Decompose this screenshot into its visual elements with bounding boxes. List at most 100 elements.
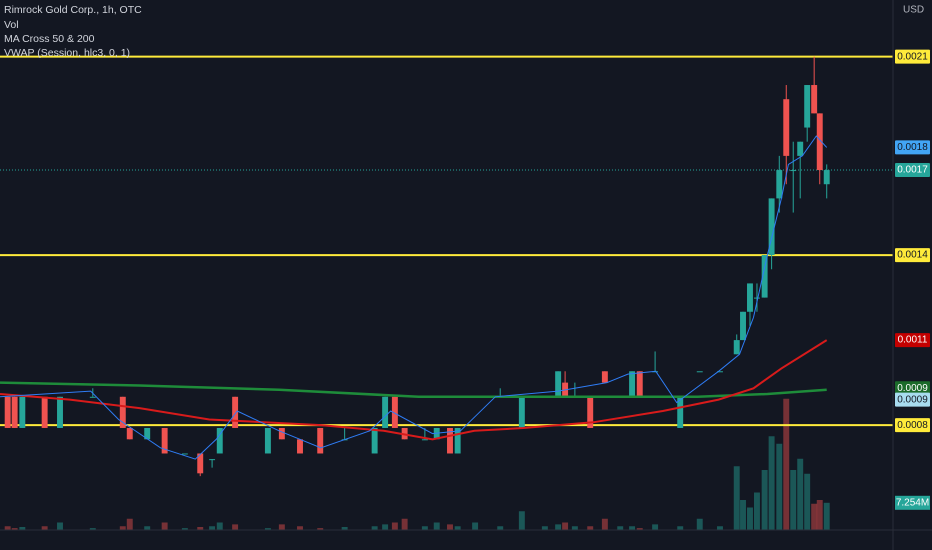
volume-bar	[571, 526, 578, 530]
candle-body	[747, 283, 753, 312]
candle-body	[768, 198, 775, 256]
candle-body	[57, 396, 63, 428]
price-label: 0.0009	[897, 383, 928, 394]
volume-bar	[811, 503, 818, 530]
candle-body	[181, 453, 188, 455]
price-label-bg	[895, 333, 930, 348]
volume-bar	[57, 522, 63, 530]
volume-bar	[497, 526, 504, 530]
volume-bar	[197, 527, 204, 530]
indicator-label: VWAP (Session, hlc3, 0, 1)	[4, 47, 130, 59]
volume-bar	[696, 518, 703, 530]
volume-bar	[717, 526, 723, 530]
price-label-bg	[895, 381, 930, 396]
volume-bar	[4, 526, 11, 530]
candle-body	[629, 371, 636, 397]
volume-bar	[562, 522, 569, 530]
volume-bar	[677, 526, 684, 530]
candle-body	[209, 459, 216, 461]
volume-bar	[11, 528, 18, 530]
volume-bar	[783, 398, 790, 530]
volume-bar	[126, 518, 133, 530]
candle-body	[733, 340, 740, 355]
volume-bar	[209, 526, 216, 530]
volume-bar	[636, 528, 643, 530]
volume-bar	[776, 443, 783, 530]
candle-body	[11, 396, 18, 428]
volume-bar	[401, 518, 408, 530]
indicator-line	[0, 381, 827, 399]
volume-bar	[587, 526, 594, 530]
volume-bar	[232, 524, 239, 530]
plot	[0, 55, 893, 530]
candle-body	[587, 396, 594, 428]
candle-body	[811, 85, 818, 114]
candle-body	[797, 141, 804, 156]
candle-body	[317, 427, 324, 454]
volume-bar	[733, 466, 740, 530]
candle-body	[601, 371, 608, 383]
volume-bar	[747, 507, 753, 530]
volume-label-bg	[895, 495, 930, 510]
volume-bar	[341, 527, 348, 530]
volume-bar	[421, 526, 428, 530]
price-label-bg	[895, 163, 930, 178]
price-label: 0.0018	[897, 142, 928, 153]
candle-body	[264, 427, 271, 454]
indicator-label: Vol	[4, 19, 19, 31]
price-label: 0.0017	[897, 165, 928, 176]
candle-body	[518, 396, 525, 428]
indicator-label: MA Cross 50 & 200	[4, 33, 95, 45]
indicator-line	[0, 339, 828, 441]
volume-bar	[433, 522, 440, 530]
volume-bar	[518, 511, 525, 530]
price-label-bg	[895, 392, 930, 407]
candle-body	[447, 427, 453, 454]
volume-bar	[753, 492, 760, 530]
candle-body	[823, 170, 830, 185]
volume-bar	[144, 526, 151, 530]
price-label: 0.0008	[897, 420, 928, 431]
volume-bar	[652, 524, 659, 530]
volume-bar	[768, 436, 775, 530]
candle-body	[717, 371, 723, 373]
volume-bar	[816, 500, 823, 530]
candle-body	[783, 99, 790, 156]
candle-body	[297, 439, 303, 454]
volume-bar	[472, 522, 479, 530]
volume-bar	[541, 526, 548, 530]
volume-bar	[454, 526, 461, 530]
volume-bar	[371, 526, 378, 530]
price-label: 0.0021	[897, 51, 928, 62]
volume-bar	[216, 522, 223, 530]
candle-body	[761, 255, 768, 298]
volume-bar	[823, 502, 830, 530]
volume-bar	[761, 470, 768, 530]
volume-bar	[629, 526, 636, 530]
candle-body	[555, 371, 562, 397]
volume-bar	[790, 470, 797, 530]
candle-body	[816, 113, 823, 171]
candle-body	[382, 396, 389, 428]
volume-bar	[119, 526, 126, 530]
candle-body	[119, 396, 126, 428]
price-label: 0.0011	[898, 335, 928, 346]
volume-bar	[19, 527, 26, 530]
candle-body	[804, 85, 811, 128]
candle-body	[677, 396, 684, 428]
price-label-bg	[895, 418, 930, 433]
price-label-bg	[895, 248, 930, 263]
candle-body	[144, 427, 151, 440]
volume-bar	[617, 526, 624, 530]
candle-body	[421, 439, 428, 441]
volume-bar	[555, 524, 562, 530]
candle-body	[371, 427, 378, 454]
candle-body	[89, 396, 96, 398]
candle-body	[776, 170, 783, 199]
volume-label: 7.254M	[896, 497, 929, 508]
candle-body	[740, 311, 746, 341]
candle-body	[278, 427, 285, 440]
